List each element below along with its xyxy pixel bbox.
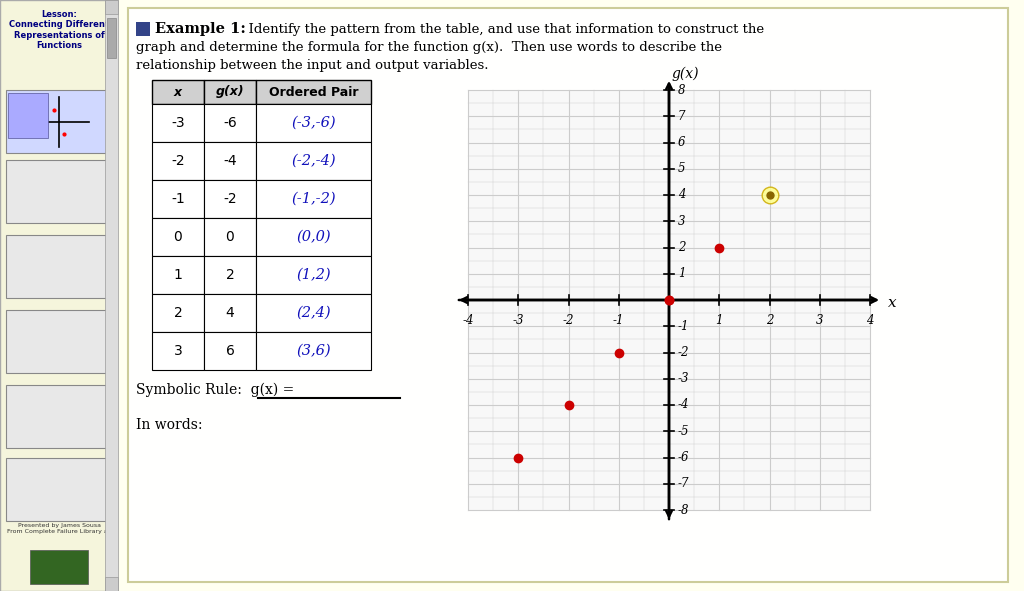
Text: Example 1:: Example 1: (155, 22, 246, 36)
Bar (204, 294, 256, 332)
Bar (256, 332, 371, 370)
Text: 4: 4 (225, 306, 234, 320)
Bar (152, 80, 204, 104)
Bar (106, 18, 116, 58)
Text: 4: 4 (866, 314, 873, 327)
Bar (256, 180, 371, 218)
Bar (204, 332, 256, 370)
Text: -1: -1 (171, 192, 185, 206)
Text: Presented by James Sousa
From Complete Failure Library at: Presented by James Sousa From Complete F… (7, 523, 111, 534)
Bar (256, 104, 371, 142)
Bar (204, 218, 256, 256)
Text: (1,2): (1,2) (296, 268, 331, 282)
Text: -2: -2 (171, 154, 184, 168)
Text: 1: 1 (716, 314, 723, 327)
Text: 6: 6 (678, 136, 685, 149)
Bar (152, 256, 204, 294)
Bar (6, 310, 112, 373)
Bar (128, 8, 1008, 582)
Bar (152, 142, 204, 180)
Bar (204, 180, 256, 218)
Text: -2: -2 (678, 346, 689, 359)
Text: Ordered Pair: Ordered Pair (268, 86, 358, 99)
Bar (6, 90, 112, 153)
Text: x: x (174, 86, 182, 99)
Text: -2: -2 (563, 314, 574, 327)
Text: (-2,-4): (-2,-4) (291, 154, 336, 168)
Bar (256, 218, 371, 256)
Bar (204, 104, 256, 142)
Text: 8: 8 (678, 83, 685, 96)
Text: -1: -1 (678, 320, 689, 333)
Text: -5: -5 (678, 425, 689, 438)
Text: relationship between the input and output variables.: relationship between the input and outpu… (136, 59, 488, 72)
Text: -4: -4 (462, 314, 474, 327)
Text: 2: 2 (174, 306, 182, 320)
Bar (204, 256, 256, 294)
Text: Lesson:
Connecting Different
Representations of
Functions: Lesson: Connecting Different Representat… (9, 10, 109, 50)
Text: (0,0): (0,0) (296, 230, 331, 244)
Bar (105, 0, 118, 591)
Text: 6: 6 (225, 344, 234, 358)
Bar (30, 550, 88, 584)
Bar (6, 235, 112, 298)
Bar (105, 0, 118, 14)
Text: -4: -4 (678, 398, 689, 411)
Text: graph and determine the formula for the function g(x).  Then use words to descri: graph and determine the formula for the … (136, 41, 722, 54)
Text: (3,6): (3,6) (296, 344, 331, 358)
Bar (6, 385, 112, 448)
Bar (6, 458, 112, 521)
Text: -4: -4 (223, 154, 237, 168)
Text: g(x): g(x) (216, 86, 245, 99)
Text: -2: -2 (223, 192, 237, 206)
Bar (136, 22, 150, 36)
Text: 1: 1 (173, 268, 182, 282)
Text: 0: 0 (225, 230, 234, 244)
Text: 3: 3 (678, 215, 685, 228)
Text: -1: -1 (613, 314, 625, 327)
Bar (8, 93, 48, 138)
Text: -6: -6 (678, 451, 689, 464)
Text: -3: -3 (678, 372, 689, 385)
Bar (118, 0, 1024, 591)
Text: (-3,-6): (-3,-6) (291, 116, 336, 130)
Text: -8: -8 (678, 504, 689, 517)
Bar (6, 160, 112, 223)
Text: (2,4): (2,4) (296, 306, 331, 320)
Text: 7: 7 (678, 110, 685, 123)
Text: 1: 1 (678, 267, 685, 280)
Text: -3: -3 (512, 314, 524, 327)
Bar (256, 256, 371, 294)
Text: Identify the pattern from the table, and use that information to construct the: Identify the pattern from the table, and… (240, 22, 764, 35)
Bar (152, 294, 204, 332)
Text: 2: 2 (678, 241, 685, 254)
Text: 4: 4 (678, 189, 685, 202)
Bar (468, 90, 870, 510)
Text: (-1,-2): (-1,-2) (291, 192, 336, 206)
Text: 2: 2 (225, 268, 234, 282)
Text: 3: 3 (816, 314, 823, 327)
Text: g(x): g(x) (672, 67, 699, 81)
Bar (204, 80, 256, 104)
Bar (256, 80, 371, 104)
Bar (105, 577, 118, 591)
Bar (0, 0, 118, 591)
Text: 0: 0 (174, 230, 182, 244)
Bar (152, 180, 204, 218)
Text: -3: -3 (171, 116, 184, 130)
Text: Symbolic Rule:  g(x) =: Symbolic Rule: g(x) = (136, 383, 299, 397)
Text: -7: -7 (678, 478, 689, 491)
Text: 3: 3 (174, 344, 182, 358)
Bar (256, 294, 371, 332)
Text: 2: 2 (766, 314, 773, 327)
Text: 5: 5 (678, 163, 685, 176)
Bar (152, 104, 204, 142)
Bar (152, 218, 204, 256)
Text: -6: -6 (223, 116, 237, 130)
Bar (204, 142, 256, 180)
Bar (152, 332, 204, 370)
Text: In words:: In words: (136, 418, 203, 432)
Text: x: x (888, 296, 897, 310)
Bar (256, 142, 371, 180)
